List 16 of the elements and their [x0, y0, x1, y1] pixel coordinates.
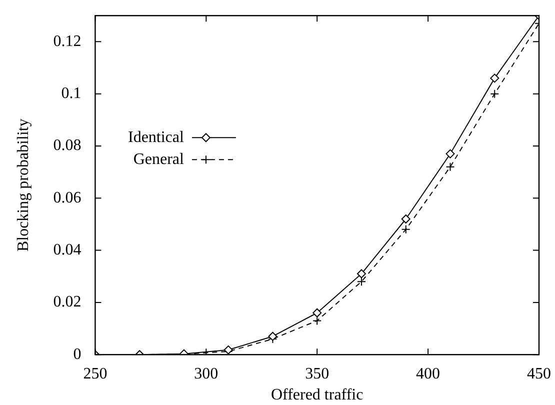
legend-label: Identical [128, 128, 185, 146]
x-tick-label: 400 [416, 365, 440, 382]
x-tick-label: 450 [527, 365, 551, 382]
y-tick-label: 0.04 [53, 241, 82, 258]
x-tick-label: 350 [305, 365, 330, 382]
y-axis-title: Blocking probability [14, 118, 32, 252]
x-tick-label: 300 [194, 365, 218, 382]
y-tick-label: 0.02 [53, 294, 82, 311]
x-axis-title: Offered traffic [270, 386, 364, 404]
y-tick-label: 0.06 [53, 189, 82, 206]
y-tick-label: 0.12 [53, 32, 82, 50]
x-tick-label: 250 [83, 365, 108, 382]
y-tick-label: 0.1 [61, 85, 82, 102]
y-tick-label: 0 [73, 346, 82, 363]
legend-label: General [133, 150, 185, 168]
y-tick-label: 0.08 [53, 137, 82, 154]
